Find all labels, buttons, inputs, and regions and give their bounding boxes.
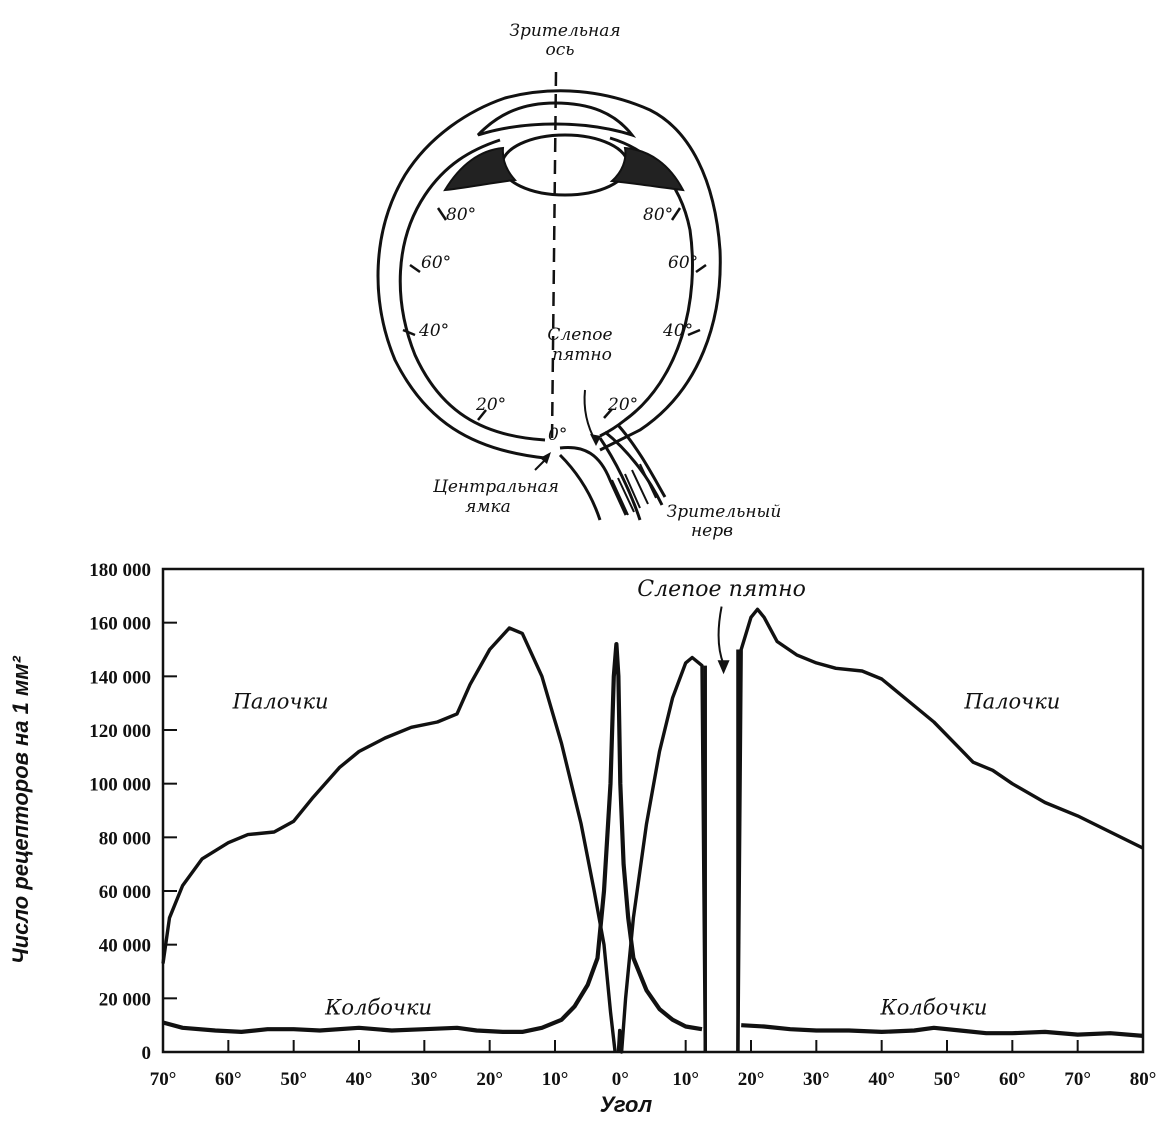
angle-label-left-60: 60° — [421, 253, 451, 273]
y-tick-label: 0 — [142, 1043, 152, 1064]
receptor-density-chart: 0 20 000 40 000 60 000 80 000 100 000 120 000 1… — [8, 560, 1156, 1117]
angle-label-left-80: 80° — [446, 205, 476, 225]
rods-series-line — [616, 655, 707, 1054]
optical-axis-label-line1: Зрительная — [509, 21, 620, 41]
y-tick-label: 60 000 — [99, 882, 151, 903]
blind-spot-diagram-label-line1: Слепое — [547, 325, 612, 345]
plot-frame — [161, 567, 1145, 1054]
fovea-label-line1: Центральная — [432, 477, 559, 497]
y-tick-label: 120 000 — [89, 721, 151, 742]
blind-spot-chart-arrow — [717, 606, 725, 665]
rods-series-line — [161, 626, 617, 1053]
angle-tick-marks — [402, 207, 707, 421]
angle-label-right-60: 60° — [668, 253, 698, 273]
fovea-arrowhead — [540, 452, 551, 464]
angle-label-right-20: 20° — [607, 395, 638, 415]
x-tick-label: 10° — [672, 1069, 699, 1090]
x-tick-label: 50° — [934, 1069, 961, 1090]
y-tick-label: 20 000 — [99, 989, 151, 1010]
y-tick-label: 40 000 — [99, 936, 151, 957]
x-tick-label: 20° — [738, 1069, 765, 1090]
ciliary-body-right — [609, 146, 685, 192]
cones-series-line — [162, 642, 703, 1034]
eye-outer-wall — [376, 89, 722, 460]
eye-cross-section-diagram: Зрительная ось Слепое пятно Центральная … — [376, 21, 782, 541]
optic-nerve — [558, 424, 667, 521]
x-tick-label: 40° — [868, 1069, 895, 1090]
x-tick-label: 20° — [476, 1069, 503, 1090]
lens — [500, 133, 630, 197]
angle-label-right-40: 40° — [662, 321, 693, 341]
x-tick-label: 0° — [612, 1069, 629, 1090]
optic-nerve-label-line1: Зрительный — [667, 502, 782, 522]
blind-spot-diagram-label-line2: пятно — [552, 345, 612, 365]
y-tick-label: 160 000 — [89, 614, 151, 635]
optic-nerve-fibers — [611, 463, 657, 516]
optical-axis-label-line2: ось — [545, 40, 574, 60]
chart-annotation-label: Палочки — [963, 690, 1060, 714]
y-tick-label: 180 000 — [89, 560, 151, 581]
blind-spot-chart-arrowhead — [717, 660, 730, 675]
rods-series-line — [736, 607, 1144, 1053]
x-tick-label: 10° — [542, 1069, 569, 1090]
x-tick-label: 70° — [1064, 1069, 1091, 1090]
angle-label-right-80: 80° — [643, 205, 673, 225]
y-axis-ticks: 0 20 000 40 000 60 000 80 000 100 000 120 000 1… — [89, 560, 177, 1064]
y-tick-label: 140 000 — [89, 667, 151, 688]
angle-label-center-0: 0° — [548, 425, 567, 445]
x-axis-ticks: 70° 60° 50° 40° 30° 20° 10° 0° 10° 20° 30° 40° 50° 60… — [150, 1040, 1157, 1090]
y-tick-label: 100 000 — [89, 775, 151, 796]
angle-label-left-20: 20° — [475, 395, 506, 415]
chart-annotation-label: Колбочки — [324, 995, 432, 1019]
chart-annotation-label: Колбочки — [880, 995, 988, 1019]
y-tick-label: 80 000 — [99, 828, 151, 849]
optic-nerve-label-line2: нерв — [691, 521, 733, 541]
angle-label-left-40: 40° — [418, 321, 449, 341]
cones-series-line — [741, 1023, 1144, 1038]
x-axis-title: Угол — [600, 1092, 653, 1117]
x-tick-label: 40° — [346, 1069, 373, 1090]
chart-annotation-label: Палочки — [232, 690, 329, 714]
cornea — [476, 101, 637, 138]
x-tick-label: 50° — [280, 1069, 307, 1090]
x-tick-label: 60° — [999, 1069, 1026, 1090]
x-tick-label: 80° — [1130, 1069, 1157, 1090]
series-layer — [161, 607, 1144, 1054]
y-axis-title: Число рецепторов на 1 мм² — [8, 655, 33, 963]
annotation-layer: Слепое пятно Палочки Палочки Колбочки Колбоч… — [232, 577, 1061, 1020]
blind-spot-diagram-arrowhead — [590, 434, 601, 446]
x-tick-label: 70° — [150, 1069, 177, 1090]
ciliary-body-left — [443, 146, 518, 192]
x-tick-label: 30° — [411, 1069, 438, 1090]
optical-axis-line — [550, 71, 558, 441]
x-tick-label: 30° — [803, 1069, 830, 1090]
fovea-label-line2: ямка — [465, 497, 511, 517]
x-tick-label: 60° — [215, 1069, 242, 1090]
chart-annotation-label: Слепое пятно — [637, 577, 806, 602]
